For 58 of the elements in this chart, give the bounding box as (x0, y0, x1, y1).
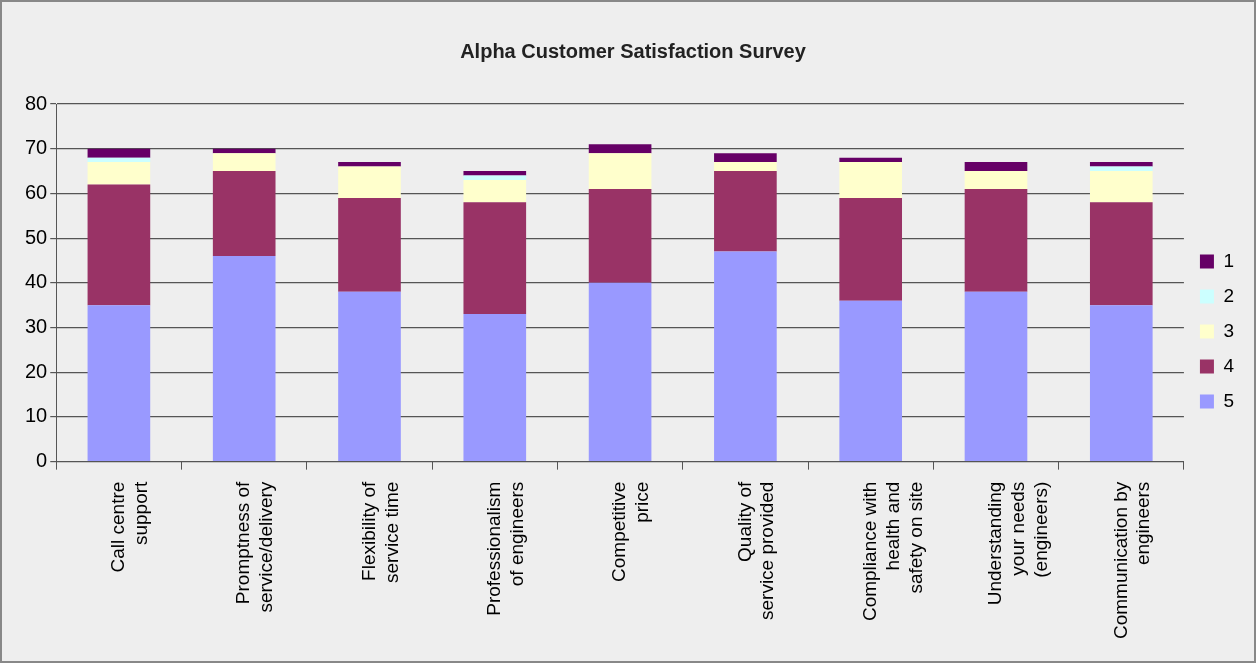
bar (463, 202, 527, 315)
bar (212, 153, 276, 172)
bar (1089, 202, 1153, 306)
bar (964, 171, 1028, 189)
bar (839, 162, 903, 198)
x-tick-label: Understanding your needs (engineers) (984, 481, 1051, 606)
x-tick-label: Communication by engineers (1109, 481, 1154, 639)
bar (463, 314, 527, 462)
bar (839, 300, 903, 462)
bar (714, 162, 777, 172)
bar (588, 188, 652, 283)
bar (338, 162, 401, 167)
bar (588, 144, 652, 154)
bar (463, 180, 527, 203)
bar (714, 153, 777, 163)
legend-label: 4 (1223, 354, 1235, 376)
bar (964, 188, 1028, 292)
bar (1089, 171, 1153, 203)
y-tick-label: 10 (25, 404, 48, 427)
y-tick-label: 70 (25, 136, 48, 159)
bar (338, 166, 401, 198)
legend-label: 3 (1223, 319, 1235, 341)
bar (588, 153, 652, 189)
bar (212, 171, 276, 256)
bar (839, 157, 903, 163)
bar (87, 184, 151, 306)
bar (338, 291, 401, 462)
y-tick-label: 80 (25, 91, 48, 114)
y-tick-label: 0 (36, 449, 48, 472)
y-tick-label: 20 (25, 359, 48, 382)
bar (714, 171, 777, 252)
y-tick-label: 40 (25, 270, 48, 293)
chart-title: Alpha Customer Satisfaction Survey (460, 39, 807, 62)
bar (964, 291, 1028, 462)
bar (338, 197, 401, 292)
y-tick-label: 50 (25, 225, 48, 248)
y-tick-label: 60 (25, 180, 48, 203)
bar (588, 282, 652, 462)
bar (212, 148, 276, 154)
x-tick-label: Flexibility of service time (357, 480, 402, 584)
y-tick-label: 30 (25, 315, 48, 338)
bar (839, 197, 903, 301)
bar (1089, 305, 1153, 462)
bar (964, 162, 1028, 172)
bar (212, 256, 276, 462)
bar (87, 305, 151, 462)
bar (463, 175, 527, 180)
x-tick-label: Call centre support (107, 480, 151, 573)
x-tick-label: Competitive price (608, 481, 653, 582)
bar (87, 162, 151, 185)
bar (463, 171, 527, 176)
legend-label: 2 (1223, 284, 1235, 306)
bar (1089, 162, 1153, 167)
bar (87, 148, 151, 158)
legend-label: 1 (1223, 249, 1235, 271)
bar (714, 251, 777, 462)
legend-label: 5 (1223, 389, 1235, 411)
bar (1089, 166, 1153, 172)
